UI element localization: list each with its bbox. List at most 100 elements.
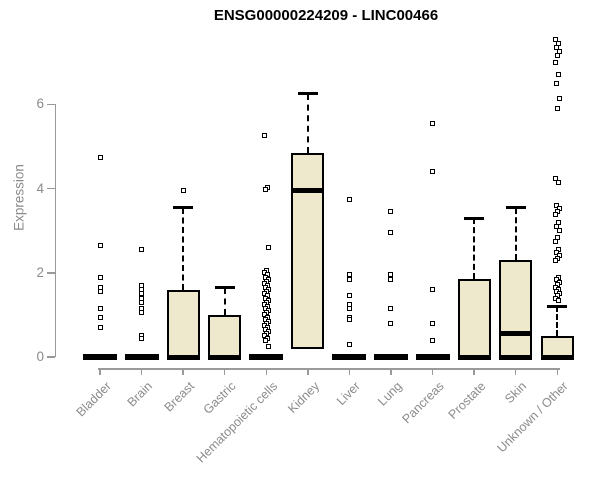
x-tick-label: Breast — [161, 379, 198, 415]
whisker — [556, 306, 559, 336]
outlier-point — [554, 53, 560, 59]
outlier-point — [139, 247, 145, 253]
outlier-point — [388, 306, 394, 312]
outlier-point — [265, 245, 271, 251]
y-tick — [47, 103, 55, 106]
median-line — [540, 354, 574, 360]
outlier-point — [553, 80, 559, 86]
y-tick — [47, 187, 55, 190]
outlier-point — [430, 287, 436, 293]
outlier-point — [139, 335, 145, 341]
x-tick — [140, 368, 143, 375]
collapsed-box — [373, 354, 408, 360]
median-line — [457, 354, 491, 360]
outlier-point — [97, 289, 103, 295]
box — [457, 279, 491, 357]
outlier-point — [346, 316, 352, 322]
outlier-point — [430, 120, 436, 126]
outlier-point — [97, 314, 103, 320]
outlier-point — [139, 299, 145, 305]
box — [208, 314, 242, 357]
x-tick — [473, 368, 475, 375]
outlier-point — [556, 95, 562, 101]
outlier-point — [554, 106, 560, 112]
x-tick-label: Skin — [502, 379, 530, 407]
x-tick — [265, 368, 268, 375]
outlier-point — [388, 209, 394, 215]
whisker-cap — [173, 206, 194, 210]
outlier-point — [97, 325, 103, 331]
outlier-point — [552, 175, 558, 181]
y-axis-title: Expression — [11, 164, 27, 231]
outlier-point — [553, 202, 559, 208]
outlier-point — [262, 337, 268, 343]
outlier-point — [97, 274, 103, 280]
outlier-point — [552, 36, 558, 42]
x-tick-label: Lung — [375, 379, 405, 409]
x-tick-label: Liver — [334, 379, 364, 409]
y-tick-label: 2 — [36, 264, 44, 280]
y-axis-line — [54, 104, 56, 357]
x-tick — [431, 368, 434, 375]
whisker-cap — [505, 206, 526, 210]
outlier-point — [553, 276, 559, 282]
outlier-point — [97, 306, 103, 312]
x-tick — [390, 368, 392, 375]
outlier-point — [346, 276, 352, 282]
x-tick-label: Prostate — [445, 379, 489, 422]
outlier-point — [265, 343, 271, 349]
collapsed-box — [332, 354, 367, 360]
y-tick-label: 0 — [36, 349, 44, 364]
median-line — [291, 188, 325, 194]
x-tick-label: Kidney — [284, 379, 322, 416]
outlier-point — [555, 72, 561, 78]
outlier-point — [139, 310, 145, 316]
outlier-point — [556, 228, 562, 234]
outlier-point — [388, 230, 394, 236]
x-tick-label: Gastric — [200, 379, 239, 417]
outlier-point — [430, 169, 436, 175]
outlier-point — [97, 154, 103, 160]
whisker-cap — [547, 304, 568, 308]
outlier-point — [555, 297, 561, 303]
outlier-point — [553, 45, 559, 51]
outlier-point — [553, 250, 559, 256]
outlier-point — [346, 293, 352, 299]
x-tick — [556, 368, 559, 375]
outlier-point — [552, 59, 558, 65]
outlier-point — [388, 320, 394, 326]
outlier-point — [388, 276, 394, 282]
whisker-cap — [214, 286, 235, 290]
chart-title: ENSG00000224209 - LINC00466 — [213, 7, 439, 24]
box — [291, 152, 325, 349]
outlier-point — [346, 341, 352, 347]
x-tick-label: Hematopoietic cells — [193, 379, 281, 466]
whisker — [306, 93, 309, 153]
whisker — [514, 207, 517, 261]
box — [499, 260, 533, 357]
outlier-point — [552, 257, 558, 263]
outlier-point — [552, 238, 558, 244]
outlier-point — [553, 223, 559, 229]
outlier-point — [346, 196, 352, 202]
box — [166, 289, 200, 357]
outlier-point — [555, 179, 561, 185]
outlier-point — [430, 337, 436, 343]
y-tick-label: 6 — [36, 96, 44, 112]
x-tick-label: Bladder — [73, 379, 114, 420]
outlier-point — [97, 242, 103, 248]
median-line — [208, 354, 242, 360]
outlier-point — [552, 212, 558, 218]
x-tick-label: Brain — [124, 379, 156, 410]
collapsed-box — [124, 354, 159, 360]
x-tick-label: Pancreas — [399, 379, 447, 427]
x-tick — [182, 368, 184, 375]
collapsed-box — [83, 354, 117, 360]
outlier-point — [346, 306, 352, 312]
outlier-point — [262, 186, 268, 192]
outlier-point — [180, 188, 186, 194]
whisker — [473, 218, 476, 280]
collapsed-box — [249, 354, 284, 360]
x-axis-line — [98, 368, 560, 370]
